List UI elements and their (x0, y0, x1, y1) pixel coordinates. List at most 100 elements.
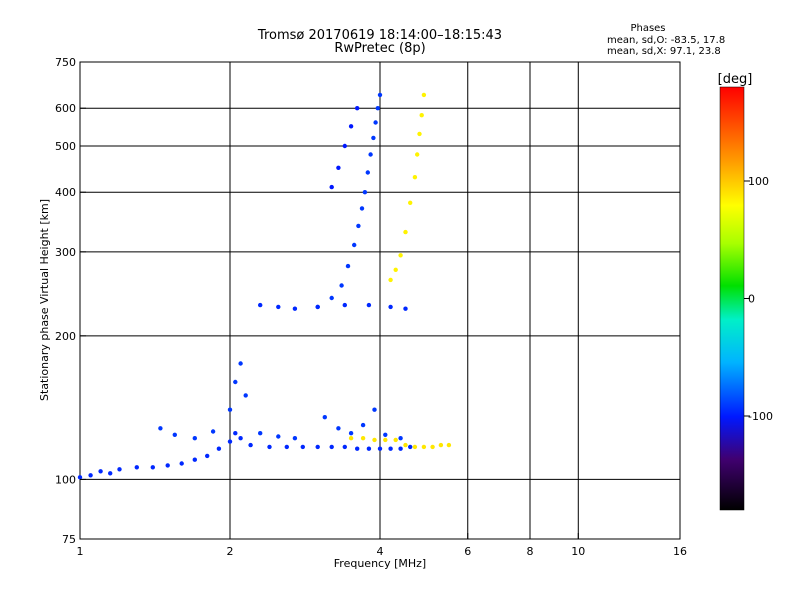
phase-mean-o: mean, sd,O: -83.5, 17.8 (607, 35, 725, 46)
phase-mean-x: mean, sd,X: 97.1, 23.8 (607, 46, 721, 57)
data-point (412, 175, 418, 180)
data-point (284, 444, 289, 450)
data-point (276, 304, 281, 310)
data-points (77, 92, 452, 480)
y-tick-label: 100 (55, 473, 76, 486)
data-point (88, 473, 93, 478)
data-point (348, 124, 354, 129)
y-tick-label: 300 (55, 246, 76, 259)
data-point (403, 306, 408, 311)
x-tick-label: 4 (377, 545, 384, 558)
data-point (419, 113, 424, 118)
data-point (77, 475, 83, 480)
chart-title: Tromsø 20170619 18:14:00–18:15:43 (257, 28, 502, 43)
x-tick-label: 10 (571, 545, 585, 558)
colorbar-ticks: 100 0 -100 (744, 175, 773, 423)
y-axis-label: Stationary phase Virtual Height [km] (38, 199, 51, 401)
data-point (415, 152, 420, 157)
data-point (355, 446, 360, 451)
data-point (388, 304, 393, 310)
data-point (258, 431, 263, 436)
data-point (233, 379, 238, 385)
data-point (359, 206, 365, 211)
data-point (205, 453, 210, 459)
y-tick-label: 750 (55, 56, 76, 69)
data-point (446, 442, 452, 448)
data-point (292, 436, 298, 441)
data-point (300, 444, 305, 450)
data-point (368, 152, 373, 157)
data-point (377, 92, 383, 98)
x-axis-ticks: 1 2 4 6 8 10 16 (77, 533, 687, 558)
data-point (98, 469, 103, 474)
y-tick-label: 600 (55, 102, 76, 115)
data-point (292, 306, 298, 311)
data-point (388, 277, 393, 283)
data-point (339, 283, 344, 288)
data-point (362, 190, 368, 195)
data-point (365, 170, 370, 175)
data-point (366, 302, 372, 308)
data-point (172, 432, 177, 437)
data-point (438, 442, 444, 448)
data-point (336, 165, 341, 170)
data-point (383, 432, 388, 437)
y-tick-label: 75 (62, 533, 76, 546)
colorbar (719, 86, 745, 511)
data-point (408, 200, 413, 205)
data-point (360, 422, 366, 428)
data-point (238, 436, 243, 441)
data-point (360, 436, 366, 441)
data-point (227, 439, 233, 444)
y-tick-label: 400 (55, 186, 76, 199)
data-point (355, 106, 360, 111)
data-point (267, 444, 272, 450)
data-point (329, 444, 334, 450)
data-point (403, 442, 408, 448)
data-point (233, 431, 238, 436)
data-point (192, 457, 197, 462)
x-axis-label: Frequency [MHz] (334, 557, 426, 570)
data-point (345, 263, 351, 269)
data-point (258, 302, 263, 308)
data-point (329, 295, 334, 301)
data-point (372, 437, 377, 443)
data-point (210, 429, 216, 434)
data-point (216, 446, 222, 451)
data-point (421, 444, 427, 450)
data-point (165, 463, 170, 468)
x-tick-label: 8 (527, 545, 534, 558)
data-point (238, 361, 243, 366)
data-point (371, 135, 376, 141)
data-point (150, 465, 155, 470)
colorbar-tick-label: 100 (748, 175, 769, 188)
y-tick-label: 200 (55, 330, 76, 343)
grid-lines (80, 62, 680, 539)
data-point (322, 415, 327, 420)
data-point (430, 444, 435, 450)
data-point (248, 442, 253, 448)
data-point (398, 446, 403, 451)
x-tick-label: 2 (227, 545, 234, 558)
data-point (134, 465, 139, 470)
x-tick-label: 1 (77, 545, 84, 558)
data-point (375, 106, 380, 111)
y-axis-ticks: 75 100 200 300 400 500 600 750 (55, 56, 86, 546)
colorbar-label: [deg] (718, 72, 753, 87)
x-tick-label: 6 (464, 545, 471, 558)
data-point (383, 437, 388, 443)
data-point (342, 143, 347, 149)
data-point (403, 229, 408, 235)
data-point (108, 471, 113, 476)
chart-subtitle: RwPretec (8p) (334, 41, 425, 56)
colorbar-tick-label: 0 (748, 293, 755, 306)
data-point (342, 302, 347, 308)
data-point (336, 426, 341, 431)
data-point (372, 407, 377, 412)
data-point (421, 92, 427, 98)
data-point (377, 446, 383, 451)
data-point (227, 407, 233, 412)
data-point (179, 461, 184, 466)
data-point (329, 184, 334, 190)
data-point (412, 444, 418, 450)
